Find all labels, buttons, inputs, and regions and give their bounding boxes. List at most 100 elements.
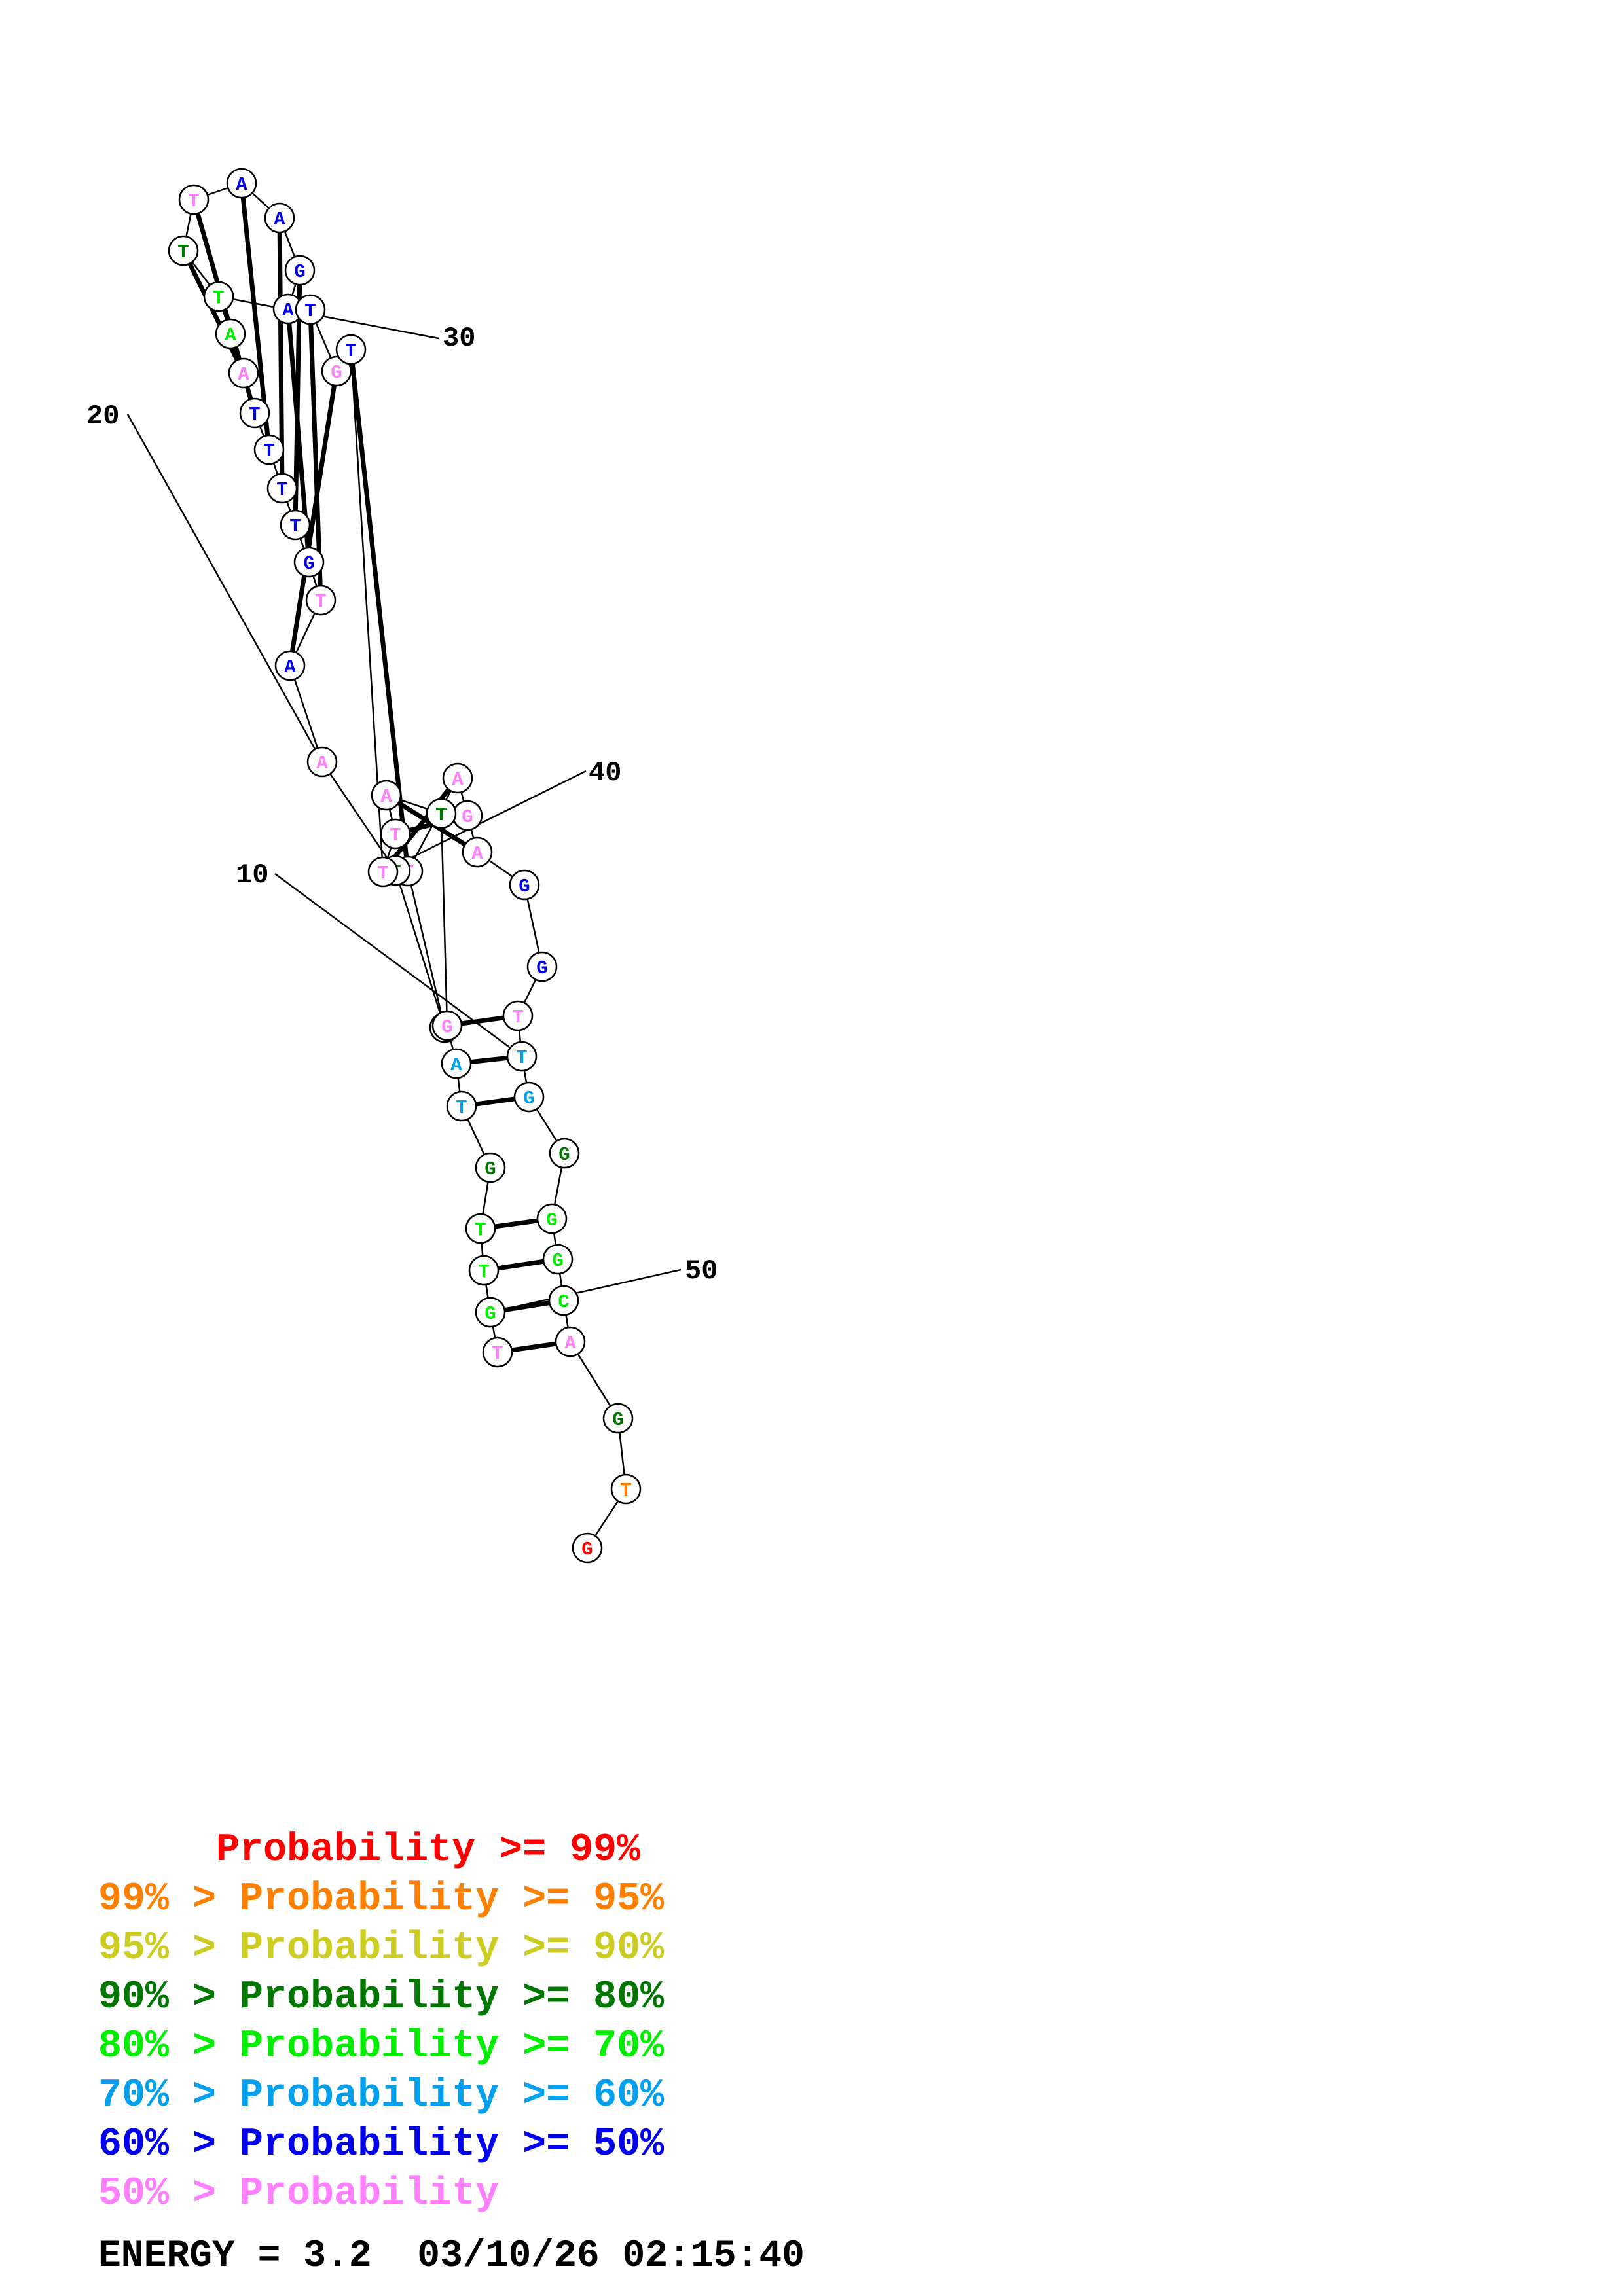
nucleotide-base: T bbox=[435, 804, 447, 826]
nucleotide-circle bbox=[442, 762, 473, 794]
nucleotide-circle bbox=[502, 1000, 534, 1031]
nucleotide-base: T bbox=[276, 479, 287, 501]
nucleotide-base: A bbox=[238, 364, 249, 386]
nucleotide-circle bbox=[253, 434, 285, 465]
nucleotide-circle bbox=[446, 1090, 477, 1122]
nucleotide-circle bbox=[215, 318, 246, 350]
nucleotide-circle bbox=[371, 780, 402, 811]
backbone-segment bbox=[321, 761, 397, 871]
backbone-segment bbox=[394, 870, 446, 1028]
nucleotide: T bbox=[468, 1255, 500, 1286]
nucleotide-base: T bbox=[475, 1219, 486, 1241]
nucleotide-base: A bbox=[274, 209, 285, 230]
nucleotide: G bbox=[509, 869, 540, 901]
nucleotide: C bbox=[548, 1285, 579, 1316]
nucleotide-base: A bbox=[236, 174, 247, 196]
nucleotide: T bbox=[482, 1336, 513, 1368]
nucleotide: G bbox=[549, 1138, 580, 1169]
legend-line: Probability >= 99% bbox=[98, 1828, 641, 1873]
nucleotide-base: A bbox=[380, 786, 392, 808]
legend-line: 60% > Probability >= 50% bbox=[98, 2123, 665, 2167]
nucleotide: G bbox=[542, 1244, 574, 1275]
nucleotide: G bbox=[284, 255, 316, 286]
nucleotide: T bbox=[426, 798, 457, 829]
nucleotide: A bbox=[215, 318, 246, 350]
legend-line: 95% > Probability >= 90% bbox=[98, 1926, 665, 1971]
position-tick-line bbox=[218, 295, 439, 340]
nucleotide-circle bbox=[264, 202, 295, 234]
legend-line: 70% > Probability >= 60% bbox=[98, 2073, 665, 2118]
nucleotide-circle bbox=[321, 355, 352, 387]
nucleotide-base: T bbox=[377, 863, 388, 884]
nucleotide: T bbox=[465, 1213, 496, 1244]
nucleotide-base: G bbox=[484, 1303, 496, 1325]
base-pair-line bbox=[348, 349, 410, 872]
base-pair-line bbox=[287, 370, 339, 666]
nucleotide-base: T bbox=[512, 1007, 523, 1028]
nucleotide-circle bbox=[203, 281, 234, 312]
nucleotide-base: T bbox=[492, 1343, 503, 1365]
nucleotide-circle bbox=[506, 1041, 538, 1072]
nucleotide-circle bbox=[468, 1255, 500, 1286]
nucleotide-base: T bbox=[315, 591, 326, 613]
nucleotide-base: G bbox=[303, 553, 314, 575]
nucleotide-circle bbox=[274, 650, 306, 681]
nucleotide-base: G bbox=[546, 1210, 557, 1231]
nucleotide-circle bbox=[482, 1336, 513, 1368]
nucleotide-base: T bbox=[263, 440, 274, 462]
nucleotide: T bbox=[446, 1090, 477, 1122]
nucleotide-circle bbox=[239, 397, 270, 429]
nucleotide-base: T bbox=[177, 242, 189, 263]
nucleotide-base: G bbox=[558, 1144, 570, 1166]
nucleotide-base: A bbox=[284, 656, 296, 678]
position-tick-line bbox=[126, 414, 323, 762]
nucleotide: G bbox=[536, 1203, 568, 1234]
nucleotide-circle bbox=[226, 168, 257, 199]
nucleotide: T bbox=[266, 473, 298, 504]
nucleotide-base: G bbox=[523, 1088, 534, 1109]
nucleotide-base: A bbox=[225, 325, 236, 346]
nucleotide-base: T bbox=[478, 1261, 489, 1283]
nucleotide-base: A bbox=[316, 753, 328, 774]
nucleotide: T bbox=[502, 1000, 534, 1031]
nucleotide-circle bbox=[431, 1010, 463, 1041]
nucleotide: A bbox=[228, 357, 259, 389]
nucleotide-circle bbox=[542, 1244, 574, 1275]
nucleotide: G bbox=[602, 1403, 634, 1434]
nucleotide-base: G bbox=[294, 261, 305, 283]
nucleotide-base: G bbox=[441, 1016, 452, 1038]
position-tick-line bbox=[490, 1268, 682, 1314]
nucleotide-base: G bbox=[462, 806, 473, 828]
nucleotide: T bbox=[305, 584, 337, 616]
backbone-segment bbox=[289, 665, 323, 762]
legend-line: 80% > Probability >= 70% bbox=[98, 2024, 665, 2069]
nucleotide-base: A bbox=[452, 769, 464, 791]
nucleotide-base: C bbox=[558, 1291, 569, 1313]
nucleotide-circle bbox=[475, 1152, 506, 1183]
nucleotide: G bbox=[526, 951, 558, 982]
nucleotide: G bbox=[293, 547, 325, 578]
nucleotide-circle bbox=[462, 836, 493, 868]
nucleotide: A bbox=[306, 746, 338, 778]
position-tick-label: 50 bbox=[685, 1255, 718, 1287]
nucleotide-base: G bbox=[612, 1409, 623, 1431]
nucleotide-base: A bbox=[450, 1054, 462, 1076]
nucleotide: G bbox=[513, 1081, 545, 1113]
nucleotide-base: G bbox=[519, 876, 530, 897]
nucleotide-circle bbox=[306, 746, 338, 778]
nucleotide: T bbox=[380, 818, 411, 850]
nucleotide-circle bbox=[335, 334, 367, 365]
nucleotide-base: G bbox=[552, 1250, 563, 1272]
nucleotide-base: T bbox=[213, 287, 224, 309]
nucleotide-circle bbox=[380, 818, 411, 850]
nucleotide-base: G bbox=[581, 1539, 593, 1560]
nucleotide-base: T bbox=[456, 1097, 467, 1119]
nucleotide: A bbox=[555, 1326, 586, 1357]
nucleotide-circle bbox=[228, 357, 259, 389]
nucleotide: A bbox=[442, 762, 473, 794]
nucleotide-circle bbox=[305, 584, 337, 616]
position-tick-label: 20 bbox=[86, 401, 119, 432]
nucleotide-circle bbox=[513, 1081, 545, 1113]
nucleotide-circle bbox=[465, 1213, 496, 1244]
legend-line: 90% > Probability >= 80% bbox=[98, 1975, 665, 2020]
